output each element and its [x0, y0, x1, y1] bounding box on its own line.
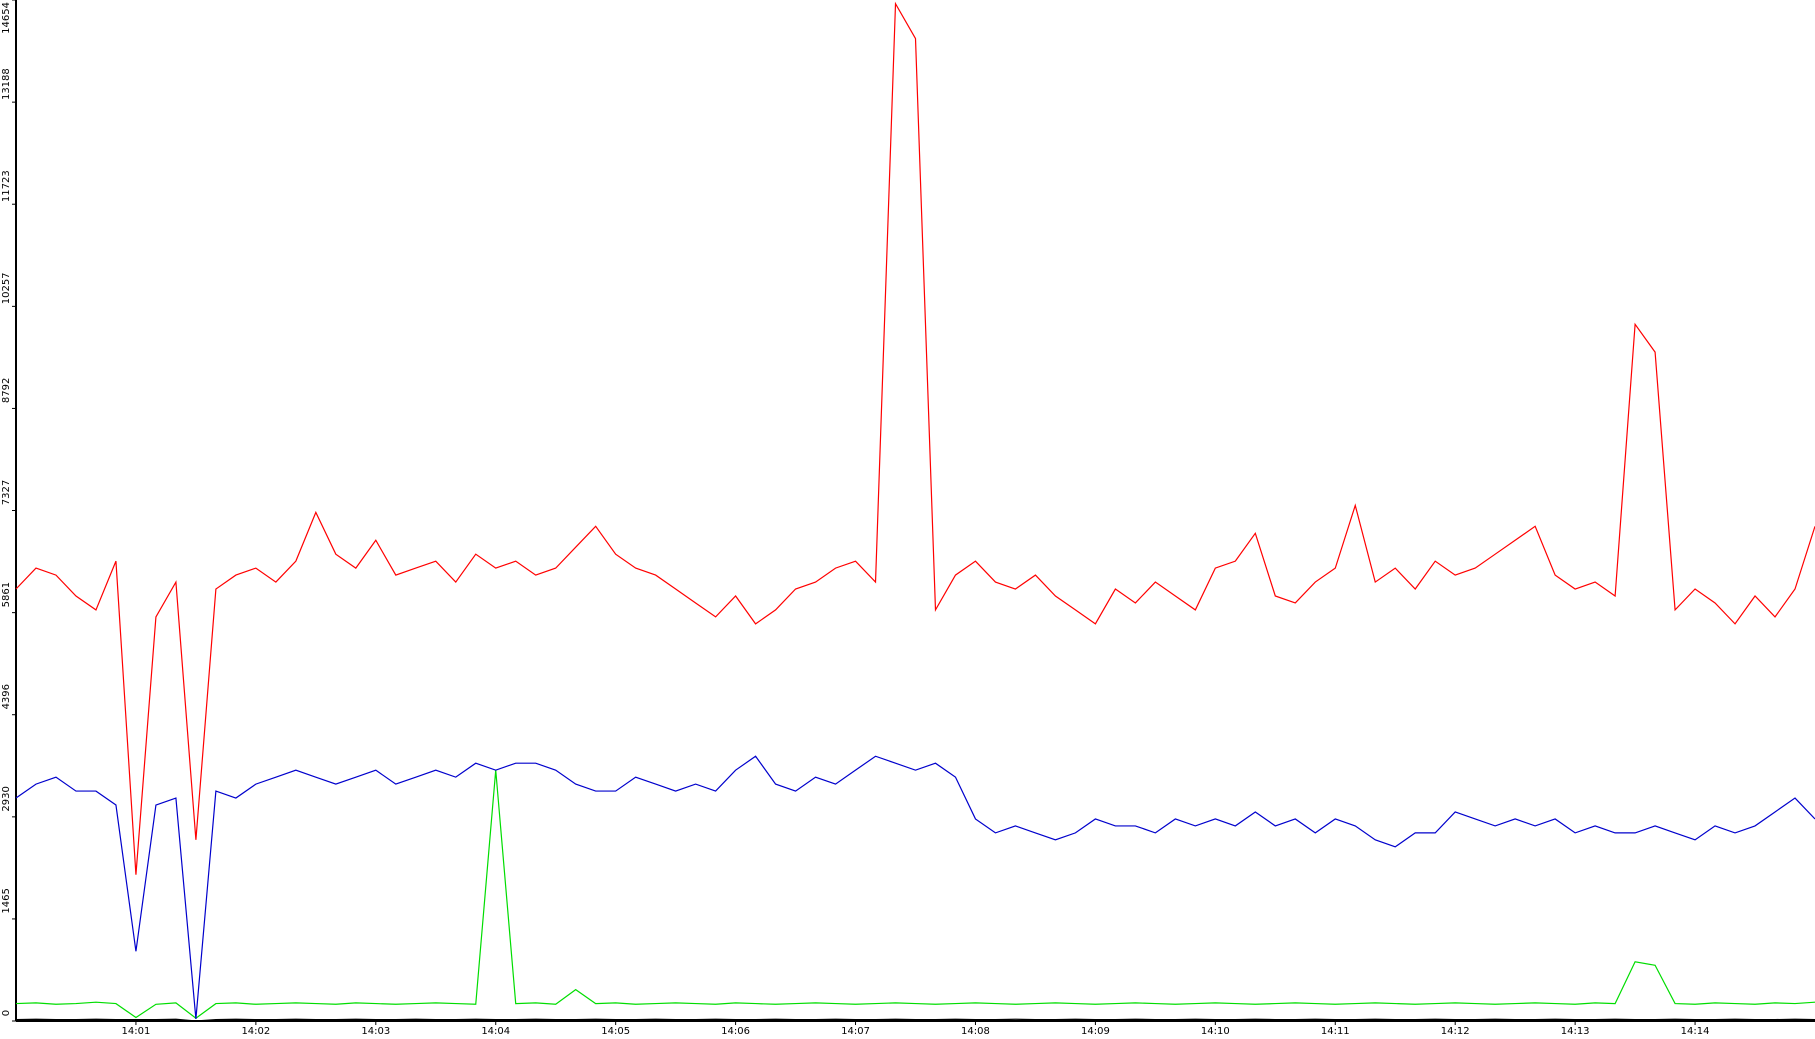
y-tick-label: 1465: [1, 888, 12, 913]
y-tick-label: 10257: [1, 272, 12, 304]
x-tick-label: 14:04: [481, 1026, 510, 1037]
x-tick-label: 14:14: [1681, 1026, 1710, 1037]
series-line: [15, 1, 1815, 875]
y-tick-label: 2930: [1, 786, 12, 811]
x-tick-label: 14:02: [241, 1026, 270, 1037]
x-tick-label: 14:11: [1321, 1026, 1350, 1037]
series-line: [15, 770, 1815, 1019]
y-tick-label: 8792: [1, 378, 12, 403]
x-tick-label: 14:13: [1561, 1026, 1590, 1037]
x-tick-label: 14:01: [122, 1026, 151, 1037]
y-tick-label: 4396: [1, 684, 12, 709]
x-tick-label: 14:07: [841, 1026, 870, 1037]
y-tick-label: 5861: [1, 582, 12, 607]
y-tick-label: 14654: [1, 2, 12, 34]
y-tick-label: 11723: [1, 170, 12, 202]
series-line: [15, 755, 1815, 1019]
y-tick-label: 13188: [1, 68, 12, 100]
y-tick-label: 7327: [1, 480, 12, 505]
x-tick-label: 14:08: [961, 1026, 990, 1037]
y-tick-label: 0: [1, 1010, 12, 1016]
x-tick-label: 14:05: [601, 1026, 630, 1037]
x-tick-label: 14:09: [1081, 1026, 1110, 1037]
x-tick-label: 14:03: [361, 1026, 390, 1037]
x-tick-label: 14:06: [721, 1026, 750, 1037]
series-line: [15, 1018, 1815, 1022]
x-tick-label: 14:12: [1441, 1026, 1470, 1037]
x-tick-label: 14:10: [1201, 1026, 1230, 1037]
